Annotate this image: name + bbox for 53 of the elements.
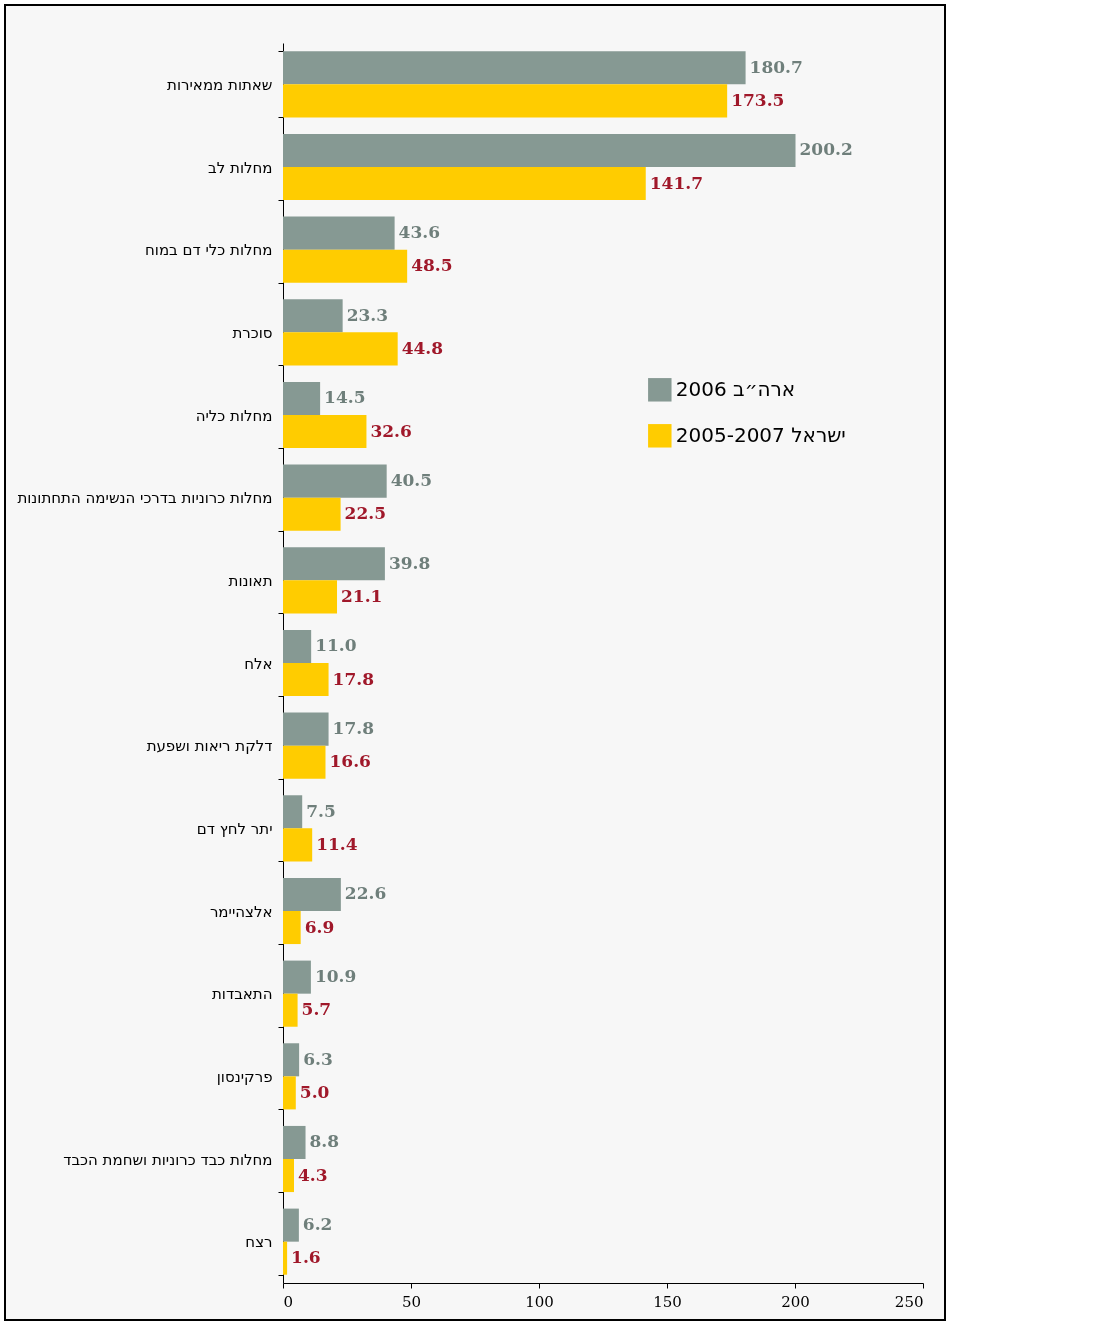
legend-label: ארה״ב 2006 [675, 376, 796, 401]
data-label: 6.9 [304, 916, 335, 937]
data-label: 200.2 [799, 139, 853, 160]
y-tick-label: אלח [244, 654, 273, 673]
data-label: 1.6 [291, 1247, 321, 1268]
data-label: 21.1 [341, 585, 383, 606]
data-label: 17.8 [332, 668, 374, 689]
data-label: 39.8 [388, 552, 431, 573]
y-tick-label: מחלות כלי דם במוח [145, 241, 273, 260]
y-tick-label: שאתות ממאירות [167, 75, 273, 94]
data-label: 43.6 [398, 222, 441, 243]
x-tick-label: 150 [653, 1292, 682, 1311]
data-label: 141.7 [649, 172, 703, 193]
y-tick-label: תאונות [228, 571, 273, 590]
data-label: 48.5 [411, 255, 453, 276]
y-tick-label: סוכרת [232, 323, 273, 342]
data-label: 7.5 [306, 800, 336, 821]
legend-label: ישראל 2005-2007 [675, 422, 846, 447]
x-tick-label: 250 [894, 1292, 924, 1311]
x-tick-label: 200 [781, 1292, 810, 1311]
y-tick-label: פרקינסון [216, 1067, 273, 1086]
data-label: 40.5 [390, 470, 433, 491]
y-tick-label: מחלות לב [208, 158, 273, 177]
data-label: 173.5 [731, 89, 785, 110]
data-label: 5.7 [301, 999, 332, 1020]
data-label: 23.3 [346, 304, 389, 325]
y-tick-label: התאבדות [212, 985, 273, 1004]
x-tick-label: 100 [525, 1292, 554, 1311]
y-tick-label: דלקת ריאות ושפעת [146, 737, 273, 756]
data-label: 14.5 [324, 387, 366, 408]
data-label: 6.2 [302, 1214, 333, 1235]
y-tick-label: מחלות כבד כרוניות ושחמת הכבד [63, 1150, 273, 1169]
data-label: 10.9 [314, 966, 357, 987]
data-label: 32.6 [370, 420, 412, 441]
data-label: 17.8 [332, 718, 374, 739]
data-label: 11.0 [315, 635, 357, 656]
data-label: 8.8 [309, 1131, 340, 1152]
data-label: 6.3 [303, 1048, 333, 1069]
data-label: 22.6 [344, 883, 387, 904]
data-label: 22.5 [344, 503, 387, 524]
y-tick-label: אלצהיימר [209, 902, 273, 921]
y-tick-label: מחלות כליה [195, 406, 273, 425]
data-label: 5.0 [299, 1081, 330, 1102]
x-tick-label: 50 [401, 1292, 422, 1311]
data-label: 4.3 [298, 1164, 328, 1185]
y-tick-label: רצח [245, 1233, 273, 1252]
data-label: 180.7 [749, 56, 803, 77]
data-label: 11.4 [316, 833, 358, 854]
x-tick-label: 0 [283, 1292, 294, 1311]
data-label: 44.8 [401, 337, 444, 358]
data-label: 16.6 [329, 751, 371, 772]
y-tick-label: מחלות כרוניות בדרכי הנשימה התחתונות [17, 489, 273, 508]
y-tick-label: יתר לחץ דם [196, 819, 273, 838]
